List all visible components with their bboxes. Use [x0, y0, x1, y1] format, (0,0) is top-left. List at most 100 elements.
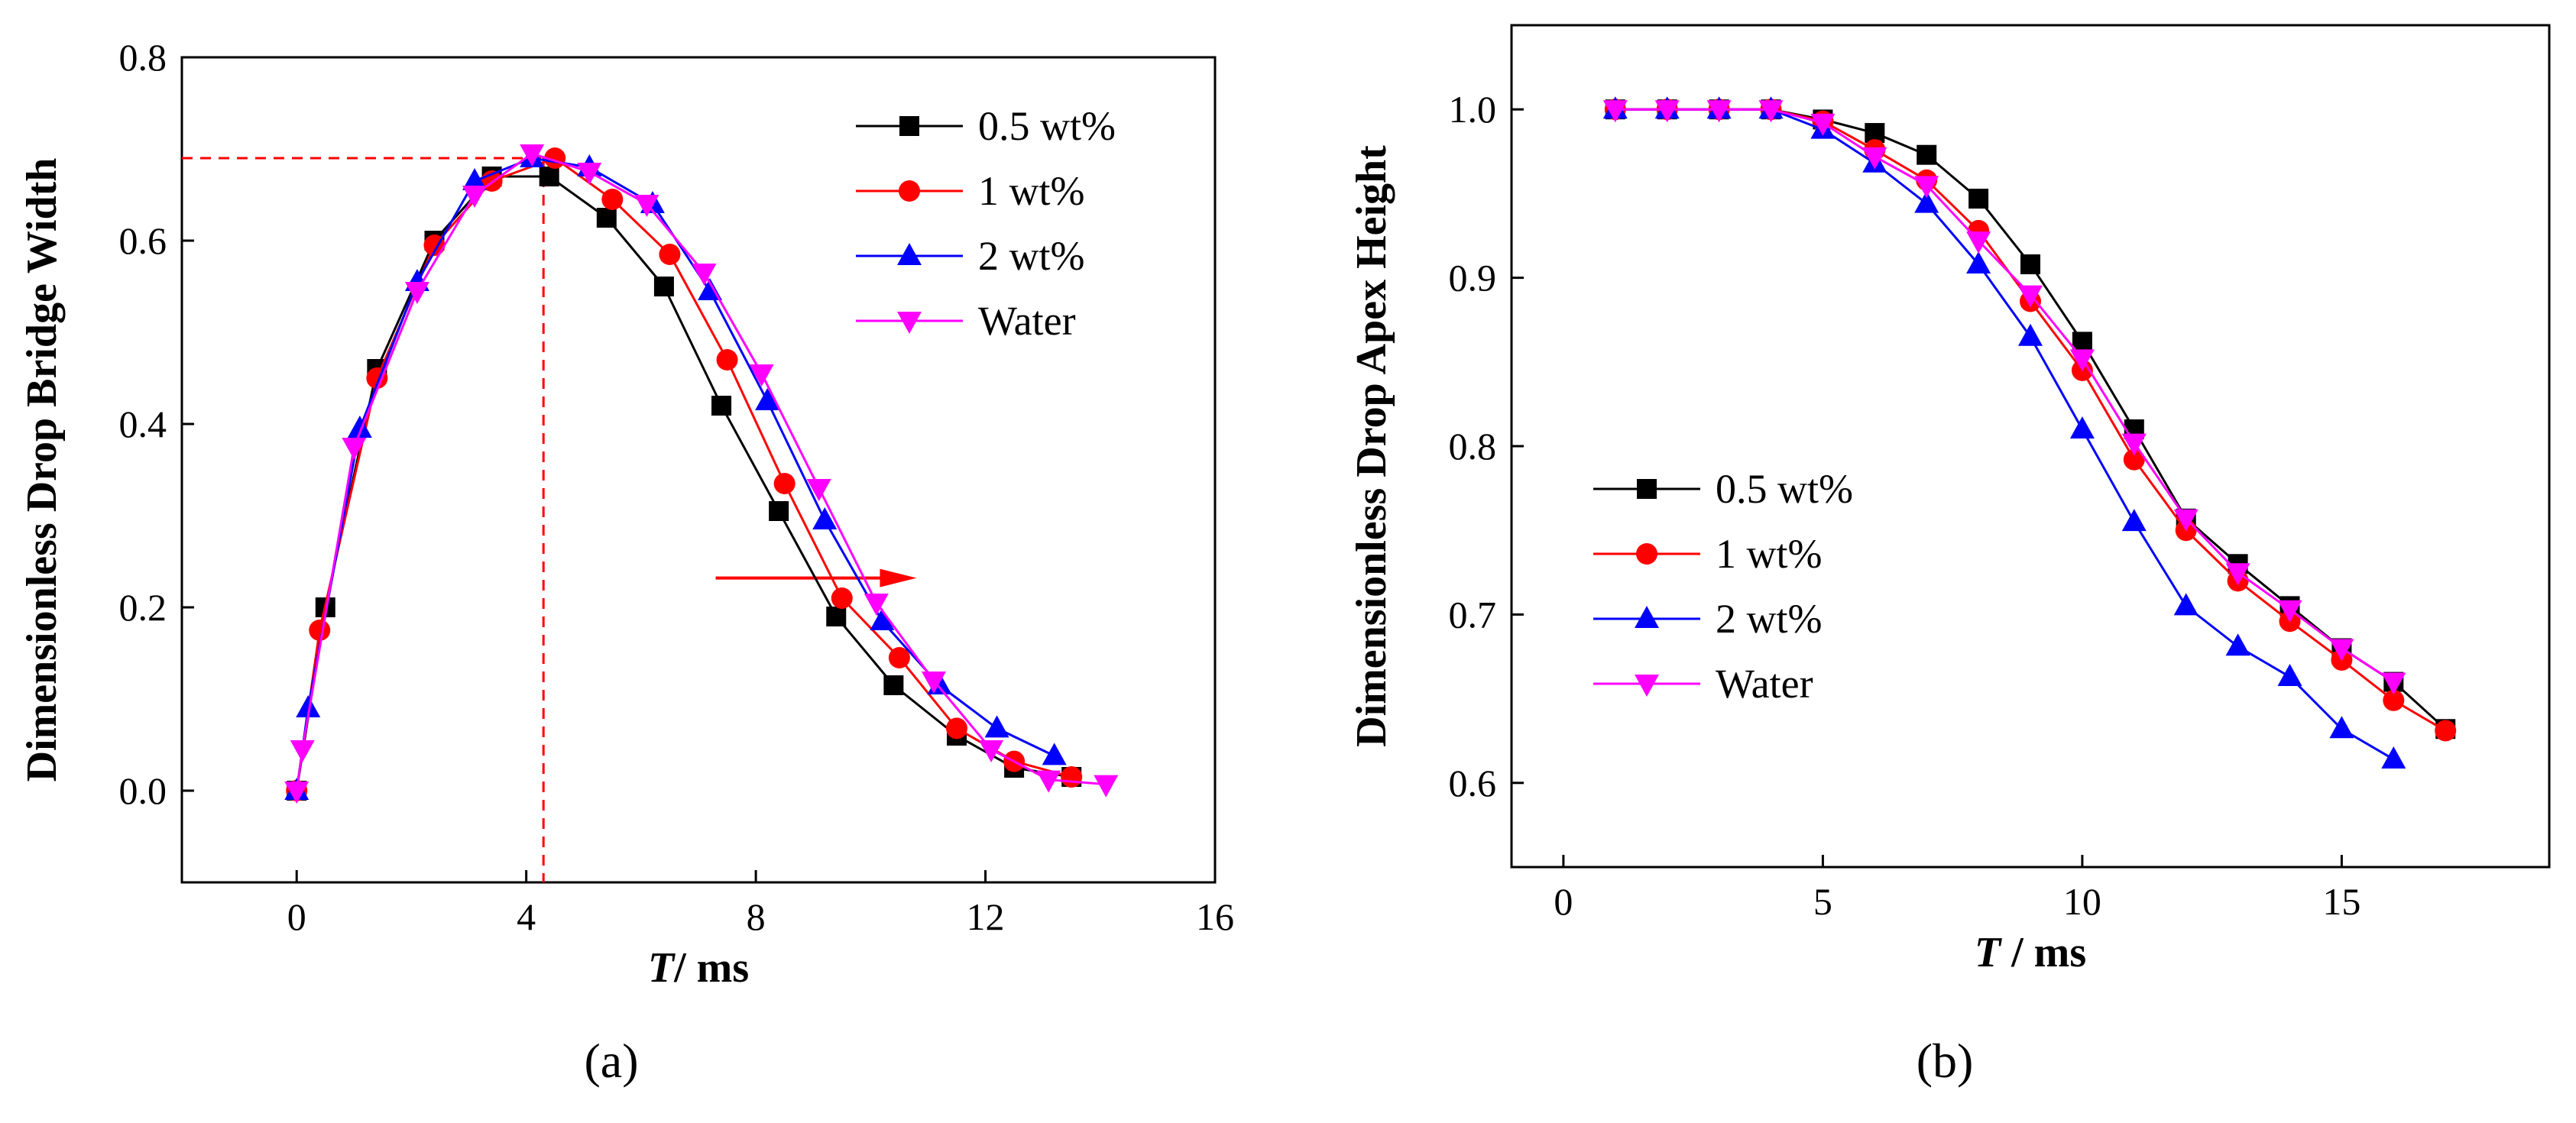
series-3: [284, 144, 1119, 804]
legend-label: 1 wt%: [1716, 531, 1822, 577]
series-2: [284, 145, 1067, 800]
data-point: [2121, 433, 2147, 456]
y-tick-label: 0.0: [119, 769, 167, 812]
data-point: [1036, 770, 1061, 793]
series-3: [1602, 100, 2406, 695]
data-point: [1061, 766, 1083, 788]
data-point: [2277, 600, 2302, 623]
data-point: [296, 695, 321, 717]
data-point: [1914, 176, 1939, 199]
data-point: [634, 195, 659, 217]
y-axis-label: Dimensionless Drop Bridge Width: [18, 158, 66, 782]
data-point: [601, 189, 624, 210]
data-point: [812, 507, 838, 529]
y-tick-label: 0.4: [119, 403, 167, 445]
data-point: [749, 364, 774, 387]
data-point: [2069, 416, 2095, 439]
y-tick-label: 1.0: [1449, 88, 1497, 131]
data-point: [2381, 672, 2406, 695]
data-point: [577, 163, 602, 185]
y-tick-label: 0.6: [1449, 762, 1497, 804]
data-point: [1914, 190, 1939, 213]
legend-marker: [899, 116, 919, 136]
data-point: [2329, 716, 2354, 739]
data-point: [769, 501, 789, 521]
x-axis-label: T/ ms: [648, 944, 749, 992]
data-point: [1862, 147, 1887, 170]
series-line: [295, 175, 1072, 791]
legend-marker: [1637, 479, 1657, 499]
data-point: [2329, 639, 2354, 662]
data-point: [404, 282, 429, 304]
legend-label: 2 wt%: [978, 233, 1084, 279]
data-point: [888, 647, 910, 668]
legend-label: Water: [978, 298, 1076, 344]
data-point: [347, 416, 372, 438]
y-tick-label: 0.8: [1449, 425, 1497, 468]
data-point: [2121, 509, 2147, 532]
data-point: [1094, 775, 1119, 798]
data-point: [2225, 633, 2250, 656]
panel-label: (b): [1917, 1034, 1974, 1088]
legend-label: Water: [1716, 661, 1813, 707]
legend-label: 2 wt%: [1716, 596, 1822, 642]
panel-label: (a): [584, 1034, 638, 1088]
legend-marker: [1635, 606, 1659, 628]
series-1: [1604, 99, 2457, 742]
x-axis-label: T / ms: [1975, 929, 2086, 976]
panel-a: 0 4 8 12 16 0.0 0.2 0.4 0.6 0.8 T/ ms Dimensionless…: [18, 36, 1234, 1088]
legend-marker: [899, 180, 920, 202]
data-point: [773, 473, 795, 494]
plot-frame: [1510, 24, 2551, 869]
data-point: [716, 349, 738, 371]
data-point: [2225, 563, 2250, 586]
data-point: [2123, 448, 2145, 471]
data-point: [870, 608, 895, 630]
data-point: [2069, 349, 2095, 372]
series-line: [295, 152, 1107, 791]
data-point: [290, 740, 315, 762]
x-tick-label: 15: [2322, 880, 2361, 923]
data-point: [831, 587, 853, 609]
x-tick-label: 0: [287, 895, 306, 938]
x-tick-label: 10: [2063, 880, 2101, 923]
data-point: [946, 717, 967, 739]
data-point: [979, 740, 1004, 762]
legend-marker: [1635, 675, 1659, 697]
data-point: [462, 168, 488, 190]
plot-frame: [180, 56, 1217, 884]
y-tick-label: 0.9: [1449, 257, 1497, 299]
data-point: [864, 594, 889, 616]
data-point: [2018, 323, 2043, 346]
data-point: [284, 782, 309, 804]
legend-marker: [897, 243, 922, 265]
legend-marker: [897, 312, 922, 334]
x-tick-label: 16: [1196, 895, 1234, 938]
y-axis-label: Dimensionless Drop Apex Height: [1348, 145, 1395, 747]
data-point: [2072, 332, 2092, 352]
series-0: [1605, 99, 2456, 739]
legend-marker: [1636, 543, 1657, 565]
data-point: [423, 235, 446, 256]
data-point: [2381, 746, 2406, 769]
data-point: [2435, 720, 2457, 742]
data-point: [826, 607, 847, 626]
data-point: [883, 675, 904, 695]
data-point: [2383, 689, 2405, 711]
data-point: [462, 186, 488, 208]
legend-label: 0.5 wt%: [978, 103, 1116, 149]
y-tick-label: 0.7: [1449, 593, 1497, 636]
data-point: [1968, 189, 1989, 209]
panel-b: 0 5 10 15 0.6 0.7 0.8 0.9 1.0 T / ms Dimensionless…: [1348, 24, 2551, 1088]
data-point: [1654, 100, 1680, 123]
x-tick-label: 4: [517, 895, 536, 938]
y-tick-label: 0.6: [119, 219, 167, 262]
data-point: [711, 396, 732, 416]
data-point: [1966, 231, 1991, 254]
data-point: [2173, 593, 2199, 616]
data-point: [921, 672, 946, 694]
data-point: [1706, 100, 1732, 123]
data-point: [984, 715, 1009, 738]
